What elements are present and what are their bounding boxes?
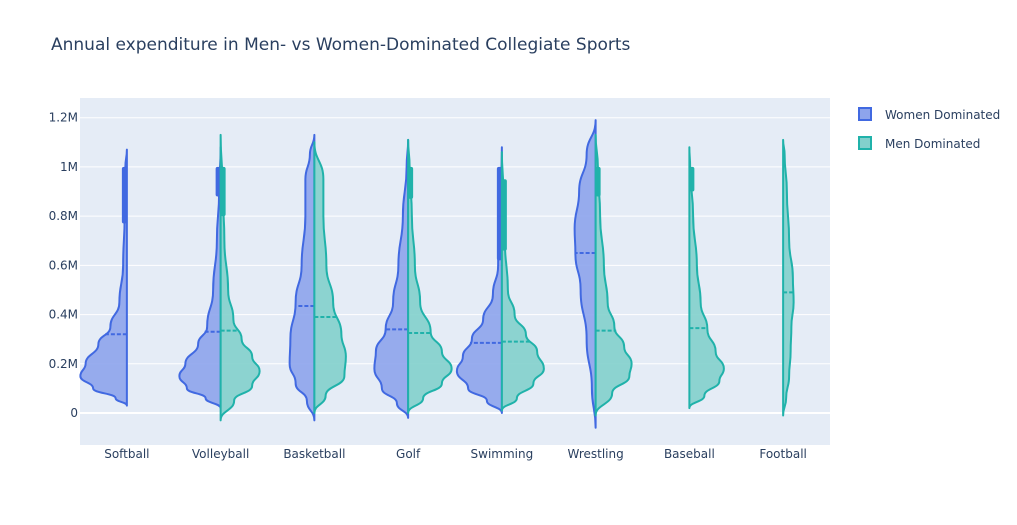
- violin-wrestling-men: [594, 133, 633, 417]
- y-tick-label: 1M: [60, 160, 78, 174]
- violin-swimming-men: [500, 151, 545, 412]
- violin-box: [220, 166, 226, 217]
- x-tick-label: Golf: [396, 447, 421, 461]
- violin-baseball-men: [688, 146, 725, 410]
- violin-box: [408, 166, 414, 199]
- violin-box: [501, 179, 507, 251]
- violin-box: [121, 166, 127, 224]
- y-axis-ticks: 0 0.2M 0.4M 0.6M 0.8M 1M 1.2M: [49, 111, 78, 420]
- legend-label-men: Men Dominated: [885, 137, 980, 151]
- violins: [79, 119, 795, 429]
- violin-body: [313, 141, 347, 415]
- violin-box: [215, 166, 221, 197]
- violin-football-men: [782, 138, 795, 417]
- x-tick-label: Football: [759, 447, 807, 461]
- violin-basketball-women: [288, 133, 316, 422]
- violin-volleyball-women: [178, 146, 222, 410]
- violin-box: [689, 166, 695, 192]
- y-tick-label: 0.4M: [49, 308, 78, 322]
- violin-golf-women: [373, 138, 410, 419]
- legend-swatch-men: [858, 136, 872, 150]
- violin-volleyball-men: [219, 133, 261, 422]
- violin-box: [496, 166, 502, 261]
- violin-golf-men: [407, 138, 453, 415]
- violin-body: [288, 133, 316, 422]
- violin-wrestling-women: [573, 119, 597, 429]
- y-tick-label: 1.2M: [49, 111, 78, 125]
- legend-item-women-dominated[interactable]: Women Dominated: [858, 107, 1000, 122]
- x-tick-label: Baseball: [664, 447, 715, 461]
- legend: Women Dominated Men Dominated: [858, 107, 1000, 151]
- chart-title: Annual expenditure in Men- vs Women-Domi…: [51, 35, 631, 55]
- violin-body: [178, 146, 222, 410]
- violin-box: [595, 166, 601, 197]
- legend-item-men-dominated[interactable]: Men Dominated: [858, 136, 980, 151]
- violin-softball-women: [79, 148, 128, 407]
- y-tick-label: 0.6M: [49, 258, 78, 272]
- violin-body: [219, 133, 261, 422]
- y-tick-label: 0: [70, 406, 78, 420]
- violin-body: [782, 138, 795, 417]
- x-tick-label: Wrestling: [568, 447, 624, 461]
- legend-swatch-women: [858, 107, 872, 121]
- x-tick-label: Volleyball: [192, 447, 249, 461]
- y-tick-label: 0.8M: [49, 209, 78, 223]
- x-tick-label: Softball: [104, 447, 149, 461]
- x-axis-ticks: Softball Volleyball Basketball Golf Swimming…: [104, 447, 807, 461]
- legend-label-women: Women Dominated: [885, 108, 1000, 122]
- x-tick-label: Swimming: [471, 447, 534, 461]
- violin-swimming-women: [455, 146, 503, 415]
- violin-body: [688, 146, 725, 410]
- x-tick-label: Basketball: [283, 447, 345, 461]
- violin-basketball-men: [313, 141, 347, 415]
- y-tick-label: 0.2M: [49, 357, 78, 371]
- violin-body: [373, 138, 410, 419]
